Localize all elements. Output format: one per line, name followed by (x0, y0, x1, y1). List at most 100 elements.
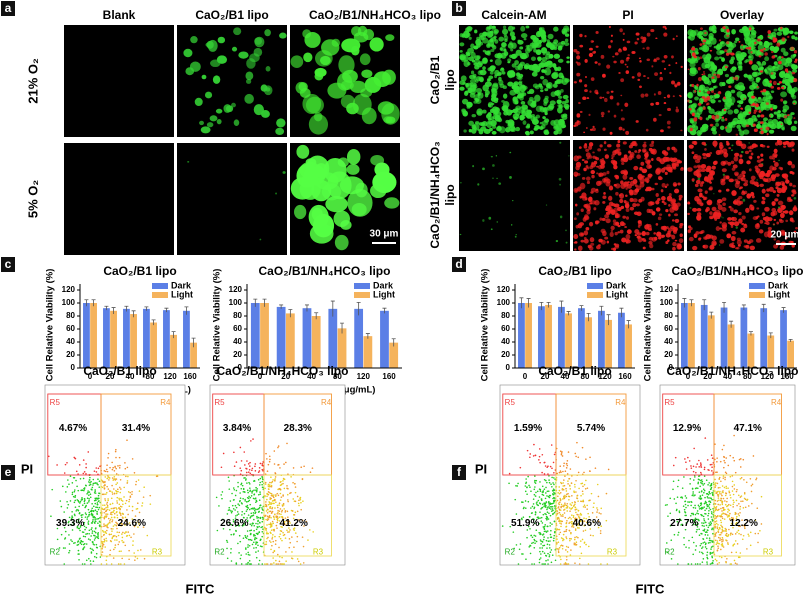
event-dot (295, 492, 297, 494)
cell (494, 29, 499, 33)
cell (672, 219, 675, 221)
event-dot (266, 538, 268, 540)
cell (538, 40, 542, 44)
event-dot (552, 513, 554, 515)
event-dot (717, 563, 719, 565)
cell (667, 108, 671, 111)
cell (751, 30, 756, 35)
cell (692, 208, 697, 212)
event-dot (268, 486, 270, 488)
event-dot (277, 489, 279, 491)
cell (559, 45, 562, 48)
event-dot (234, 509, 236, 511)
event-dot (732, 481, 734, 483)
event-dot (122, 542, 124, 544)
cell (620, 180, 623, 184)
event-dot (240, 558, 242, 560)
event-dot (239, 492, 241, 494)
cell (622, 174, 627, 179)
event-dot (276, 517, 278, 519)
event-dot (88, 494, 90, 496)
event-dot (114, 517, 116, 519)
cell (749, 60, 753, 64)
event-dot (68, 483, 70, 485)
cell (547, 84, 551, 88)
event-dot (241, 511, 243, 513)
event-dot (65, 531, 67, 533)
event-dot (281, 496, 283, 498)
event-dot (236, 514, 238, 516)
event-dot (740, 478, 742, 480)
event-dot (547, 517, 549, 519)
cell (794, 37, 797, 41)
cell (564, 42, 569, 46)
event-dot (720, 493, 722, 495)
event-dot (558, 533, 560, 535)
event-dot (582, 499, 584, 501)
event-dot (543, 533, 545, 535)
cell (793, 103, 795, 105)
cell (663, 33, 667, 37)
event-dot (243, 488, 245, 490)
event-dot (94, 537, 96, 539)
event-dot (544, 563, 546, 565)
cell (729, 178, 734, 182)
cell (751, 96, 755, 99)
cell (526, 113, 532, 118)
event-dot (288, 547, 290, 549)
event-dot (557, 513, 559, 515)
event-dot (519, 548, 521, 550)
cell (575, 189, 577, 192)
cell (591, 170, 595, 174)
bar (143, 309, 150, 368)
event-dot (141, 505, 143, 507)
event-dot (87, 451, 89, 453)
cell (210, 59, 221, 67)
event-dot (723, 475, 725, 477)
event-dot (261, 531, 263, 533)
event-dot (93, 483, 95, 485)
event-dot (279, 510, 281, 512)
cell (713, 112, 717, 115)
cell (706, 117, 710, 120)
cell (731, 161, 735, 164)
cell (485, 51, 490, 55)
event-dot (297, 511, 299, 513)
cell (474, 83, 477, 86)
event-dot (517, 483, 519, 485)
cell (771, 90, 775, 93)
cell (789, 30, 794, 34)
cell (721, 118, 725, 121)
cell (507, 61, 510, 63)
cell (478, 61, 484, 65)
cell (620, 159, 624, 162)
cell (712, 130, 717, 135)
cell (704, 197, 707, 200)
cell (726, 53, 729, 56)
cell (652, 211, 656, 215)
event-dot (587, 513, 589, 515)
cell (710, 217, 713, 219)
cell (540, 60, 546, 66)
event-dot (725, 457, 727, 459)
bar (741, 308, 748, 368)
cell (715, 123, 719, 127)
event-dot (126, 500, 128, 502)
cell (764, 79, 768, 83)
event-dot (118, 498, 120, 500)
event-dot (736, 516, 738, 518)
cell (617, 231, 620, 233)
event-dot (550, 502, 552, 504)
cell (474, 55, 480, 60)
event-dot (265, 541, 267, 543)
event-dot (89, 529, 91, 531)
cell (746, 36, 751, 42)
event-dot (94, 518, 96, 520)
cell (254, 48, 263, 57)
event-dot (533, 563, 535, 565)
cell (791, 126, 797, 131)
event-dot (540, 557, 542, 559)
cell (791, 164, 795, 168)
cell (599, 144, 602, 147)
event-dot (539, 462, 541, 464)
